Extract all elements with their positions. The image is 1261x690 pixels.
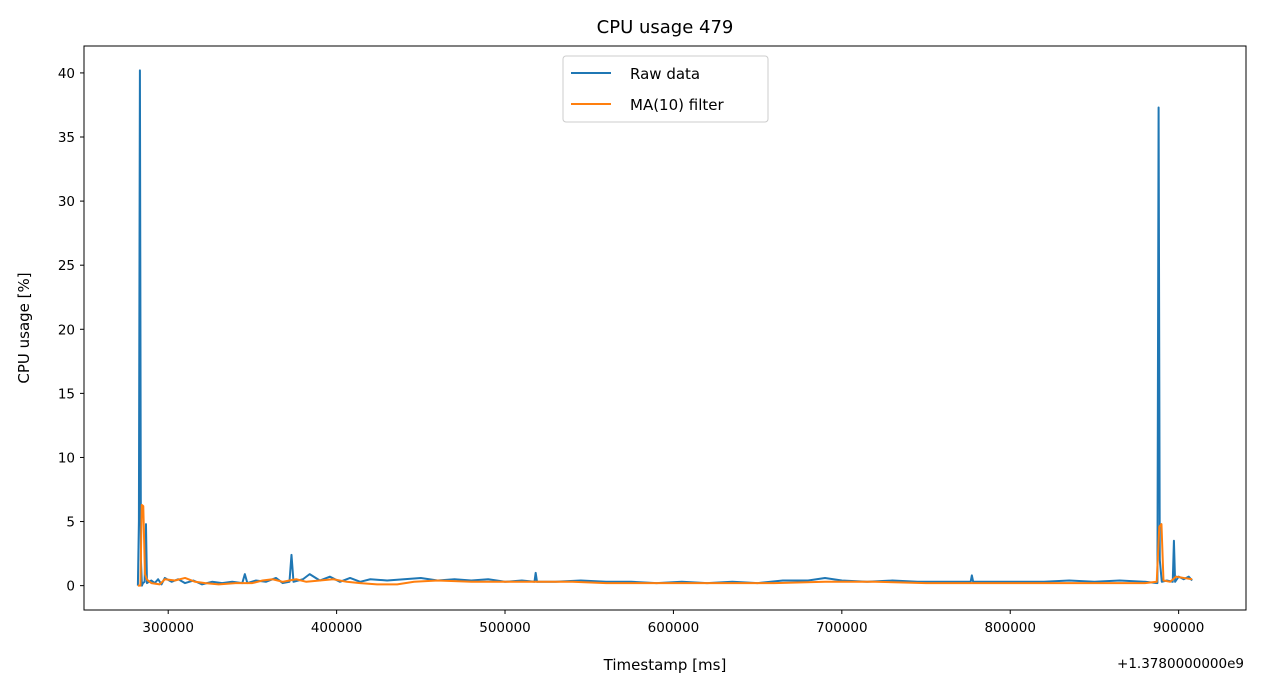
- series-line-ma-filter: [137, 503, 1193, 587]
- x-tick-label: 600000: [648, 620, 700, 636]
- x-tick-label: 800000: [984, 620, 1036, 636]
- y-tick-label: 20: [58, 322, 75, 338]
- x-axis-ticks: 300000 400000 500000 600000 700000 800000 9000…: [142, 610, 1204, 636]
- legend-label-raw-data: Raw data: [630, 65, 700, 83]
- y-tick-label: 25: [58, 258, 75, 274]
- y-axis-ticks: 0 5 10 15 20 25 30 35 40: [58, 66, 84, 595]
- x-tick-label: 400000: [311, 620, 363, 636]
- y-tick-label: 40: [58, 66, 75, 82]
- x-tick-label: 300000: [142, 620, 194, 636]
- y-tick-label: 35: [58, 130, 75, 146]
- plot-area: [83, 45, 1247, 611]
- y-tick-label: 5: [66, 515, 75, 531]
- series-line-raw-data: [136, 69, 1193, 587]
- axes-frame: [83, 45, 1247, 611]
- chart-title: CPU usage 479: [597, 17, 734, 38]
- y-tick-label: 10: [58, 450, 75, 466]
- y-tick-label: 0: [66, 579, 75, 595]
- x-tick-label: 700000: [816, 620, 868, 636]
- legend: Raw data MA(10) filter: [562, 55, 769, 123]
- series-layer: [136, 69, 1193, 587]
- x-axis-offset-label: +1.3780000000e9: [1117, 656, 1244, 672]
- y-tick-label: 30: [58, 194, 75, 210]
- x-axis-label: Timestamp [ms]: [603, 656, 727, 674]
- y-axis-label: CPU usage [%]: [15, 272, 33, 383]
- legend-label-ma-filter: MA(10) filter: [630, 96, 724, 114]
- axes-background: [84, 46, 1246, 610]
- x-tick-label: 900000: [1153, 620, 1205, 636]
- legend-frame: [562, 55, 769, 123]
- y-tick-label: 15: [58, 386, 75, 402]
- x-tick-label: 500000: [479, 620, 531, 636]
